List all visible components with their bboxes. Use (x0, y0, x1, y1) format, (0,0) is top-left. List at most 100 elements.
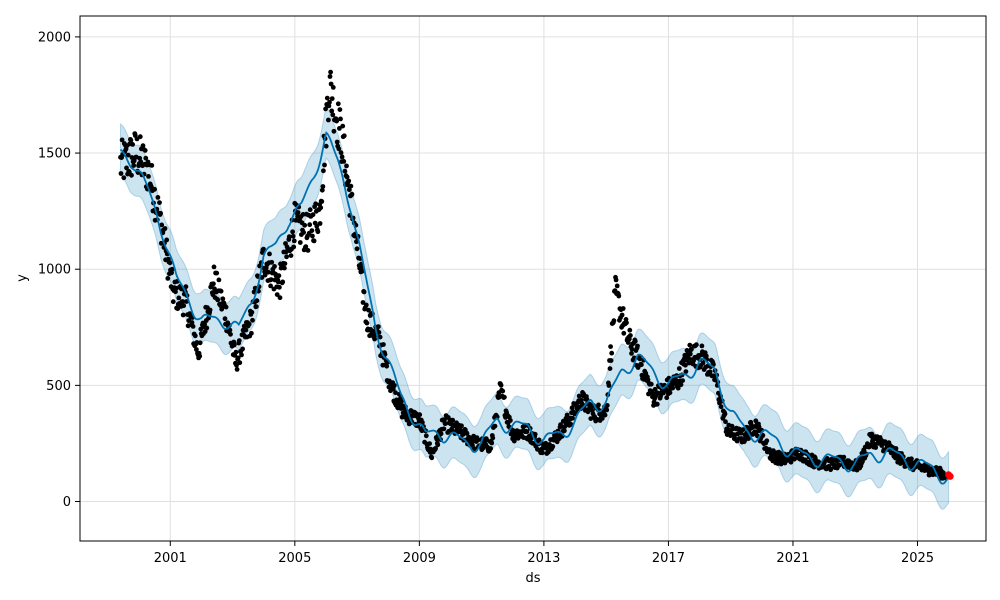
observed-point (309, 228, 315, 234)
observed-point (635, 343, 640, 349)
observed-point (194, 347, 199, 352)
observed-point (354, 239, 359, 245)
observed-point (235, 355, 241, 361)
observed-point (433, 446, 438, 451)
observed-point (764, 438, 770, 444)
ticks-layer: 2001 2005 2009 2013 2017 2021 2025 0 500 1000 1500… (38, 30, 934, 566)
x-tick-label: 2025 (901, 551, 934, 566)
observed-point (873, 445, 879, 450)
observed-point (324, 95, 330, 101)
observed-point (334, 139, 340, 145)
observed-point (267, 251, 272, 257)
observed-point (125, 152, 131, 158)
observed-point (314, 223, 320, 229)
observed-point (700, 360, 706, 366)
observed-point (342, 168, 348, 174)
observed-point (280, 279, 286, 285)
observed-point (788, 459, 794, 465)
observed-point (429, 455, 435, 461)
observed-point (269, 259, 275, 265)
observed-point (315, 229, 321, 235)
observed-point (366, 307, 371, 313)
observed-point (613, 277, 619, 283)
observed-point (262, 272, 268, 278)
observed-point (628, 333, 633, 338)
observed-point (372, 336, 377, 342)
observed-point (841, 454, 847, 460)
observed-point (637, 356, 643, 362)
observed-point (339, 154, 345, 160)
plot-frame (79, 15, 987, 542)
observed-point (488, 446, 493, 451)
x-tick-label: 2005 (278, 551, 311, 566)
observed-point (608, 344, 613, 349)
observed-point (335, 101, 341, 107)
observed-point (564, 412, 570, 418)
observed-point (253, 304, 259, 309)
observed-point (211, 281, 216, 287)
observed-point (393, 390, 398, 396)
observed-point (619, 312, 625, 318)
observed-point (893, 455, 898, 461)
observed-point (228, 331, 233, 337)
observed-point (227, 327, 233, 333)
observed-point (261, 246, 266, 252)
observed-point (363, 302, 369, 308)
observed-point (675, 385, 681, 391)
observed-point (417, 412, 423, 418)
observed-point (344, 174, 350, 180)
observed-point (128, 137, 134, 143)
observed-point (524, 429, 530, 435)
observed-point (599, 416, 605, 421)
observed-point (119, 137, 125, 143)
observed-point (237, 360, 243, 366)
observed-point (326, 117, 331, 123)
observed-point (441, 426, 447, 432)
observed-point (277, 284, 282, 290)
observed-point (348, 183, 354, 189)
observed-point (268, 277, 274, 282)
observed-point (689, 346, 694, 352)
observed-point (274, 292, 280, 297)
observed-point (338, 116, 343, 122)
observed-point (282, 265, 287, 271)
observed-point (722, 411, 728, 417)
observed-point (756, 424, 762, 430)
observed-point (233, 349, 239, 355)
observed-point (489, 440, 495, 446)
y-tick-label: 500 (46, 379, 71, 394)
observed-point (164, 237, 170, 243)
highlight-points-layer (945, 471, 954, 480)
observed-point (327, 74, 333, 79)
observed-point (197, 353, 203, 359)
observed-point (231, 342, 237, 348)
observed-point (275, 279, 281, 285)
observed-point (148, 184, 154, 190)
observed-point (131, 158, 137, 164)
observed-point (364, 320, 370, 326)
observed-point (676, 366, 682, 371)
observed-point (180, 299, 186, 304)
y-tick-label: 1000 (38, 263, 71, 278)
observed-point (250, 317, 255, 323)
observed-point (629, 346, 635, 352)
observed-point (658, 393, 663, 399)
observed-point (236, 338, 242, 343)
observed-point (723, 419, 728, 425)
observed-point (137, 134, 143, 140)
observed-point (222, 316, 228, 322)
observed-point (268, 283, 273, 289)
observed-point (121, 175, 127, 181)
observed-point (327, 99, 332, 105)
observed-point (699, 343, 705, 349)
observed-point (124, 165, 129, 171)
observed-point (683, 369, 689, 374)
observed-point (214, 270, 220, 276)
observed-point (624, 320, 629, 326)
observed-point (266, 269, 271, 275)
observed-point (614, 283, 620, 289)
observed-point (360, 300, 366, 305)
observed-point (272, 264, 277, 269)
observed-point (570, 415, 575, 421)
